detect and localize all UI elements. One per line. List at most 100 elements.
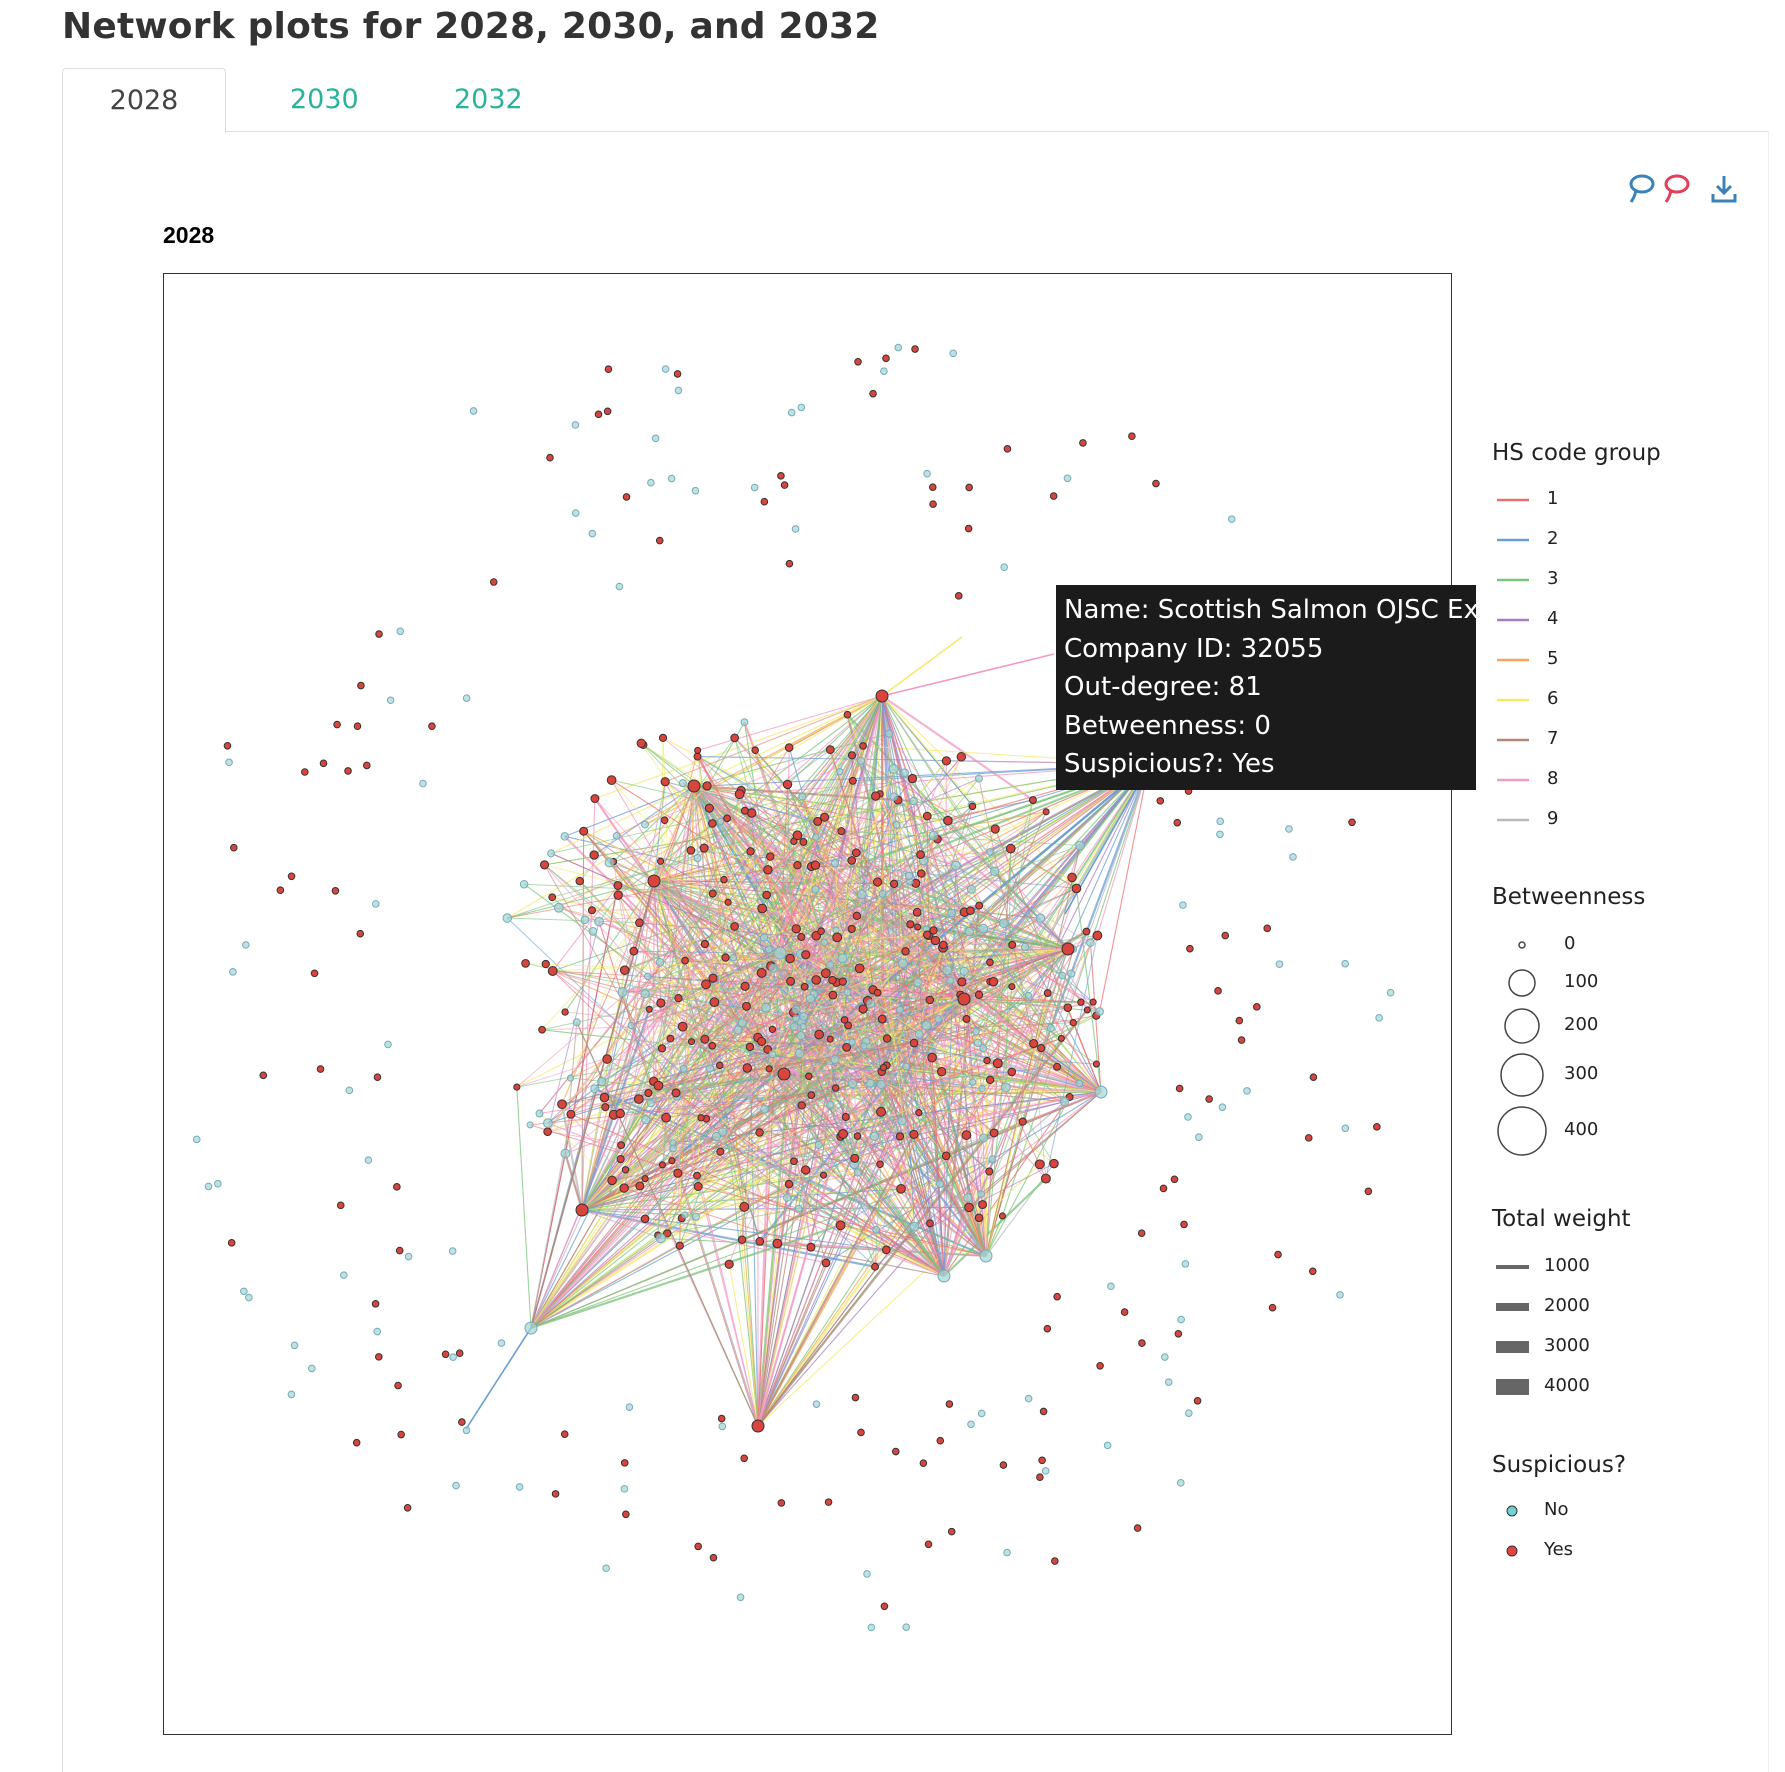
node — [694, 855, 701, 862]
node — [913, 908, 921, 916]
node — [675, 387, 682, 394]
node — [613, 833, 620, 840]
node — [662, 1113, 671, 1122]
node — [337, 1202, 344, 1209]
node — [793, 831, 802, 840]
node — [910, 1222, 919, 1231]
node — [709, 974, 717, 982]
node — [661, 778, 669, 786]
node — [757, 968, 766, 977]
node — [861, 1043, 867, 1049]
node — [912, 346, 919, 353]
tooltip-suspicious: Suspicious?: Yes — [1064, 745, 1468, 784]
node — [1035, 1160, 1044, 1169]
node — [756, 1129, 764, 1137]
page-title: Network plots for 2028, 2030, and 2032 — [62, 6, 880, 47]
node — [694, 1183, 702, 1191]
node — [1004, 1549, 1011, 1556]
node — [376, 631, 383, 638]
node — [832, 1085, 838, 1091]
node — [576, 1204, 588, 1216]
tab-2032[interactable]: 2032 — [454, 68, 523, 132]
node — [896, 1133, 903, 1140]
node — [688, 780, 700, 792]
node — [672, 1089, 680, 1097]
network-plot-area[interactable] — [163, 273, 1452, 1735]
node — [897, 1006, 904, 1013]
legend-hs-item-label: 8 — [1547, 768, 1558, 789]
node — [761, 1105, 769, 1113]
legend-suspicious-item-label: Yes — [1544, 1539, 1573, 1560]
node — [868, 1624, 875, 1631]
node-tooltip: Name: Scottish Salmon OJSC Export Compan… — [1056, 585, 1476, 790]
node — [334, 721, 341, 728]
node — [680, 1066, 687, 1073]
node — [561, 833, 569, 841]
node — [241, 1288, 248, 1295]
node — [605, 858, 614, 867]
node — [778, 1500, 785, 1507]
node — [404, 1504, 411, 1511]
node — [645, 1089, 652, 1096]
node — [405, 1253, 412, 1260]
tab-2030[interactable]: 2030 — [290, 68, 359, 132]
node — [1047, 1025, 1054, 1032]
node — [642, 1116, 650, 1124]
node — [1269, 1304, 1276, 1311]
node — [764, 866, 772, 874]
node — [918, 870, 925, 877]
node — [302, 769, 309, 776]
node — [839, 1129, 848, 1138]
node — [795, 1205, 802, 1212]
node — [353, 1439, 360, 1446]
node — [193, 1136, 200, 1143]
node — [929, 484, 936, 491]
node — [576, 877, 584, 885]
legend-weight-item: 4000 — [1492, 1372, 1752, 1402]
node — [938, 1068, 946, 1076]
node — [756, 1238, 764, 1246]
node — [910, 1039, 918, 1047]
node — [1054, 1293, 1061, 1300]
node — [1290, 854, 1297, 861]
network-graph[interactable] — [164, 274, 1452, 1735]
node — [614, 882, 622, 890]
node — [836, 1221, 845, 1230]
node — [636, 1182, 644, 1190]
node — [902, 948, 909, 955]
node — [717, 1148, 724, 1155]
node — [1058, 1035, 1064, 1041]
node — [859, 1005, 867, 1013]
legend-hs-item-label: 2 — [1547, 528, 1558, 549]
node — [831, 1055, 839, 1063]
node — [812, 886, 819, 893]
node — [927, 1220, 934, 1227]
node — [827, 961, 834, 968]
node — [930, 927, 937, 934]
node — [910, 1130, 918, 1138]
node — [741, 719, 748, 726]
node — [802, 1166, 810, 1174]
node — [659, 734, 666, 741]
tab-2028[interactable]: 2028 — [62, 68, 226, 134]
node — [1004, 446, 1011, 453]
node — [573, 1019, 580, 1026]
download-icon[interactable] — [1709, 172, 1739, 206]
node — [926, 996, 933, 1003]
node — [516, 1484, 523, 1491]
node — [450, 1354, 457, 1361]
node — [607, 776, 616, 785]
node — [1171, 1176, 1178, 1183]
lasso-select-blue-icon[interactable] — [1627, 172, 1657, 206]
node — [788, 409, 795, 416]
node — [667, 1035, 674, 1042]
node — [935, 1016, 942, 1023]
node — [1185, 1114, 1192, 1121]
node — [761, 934, 768, 941]
lasso-select-red-icon[interactable] — [1662, 172, 1692, 206]
node — [795, 1049, 803, 1057]
node — [915, 1030, 923, 1038]
node — [848, 1079, 857, 1088]
node — [1038, 1044, 1045, 1051]
node — [893, 821, 900, 828]
